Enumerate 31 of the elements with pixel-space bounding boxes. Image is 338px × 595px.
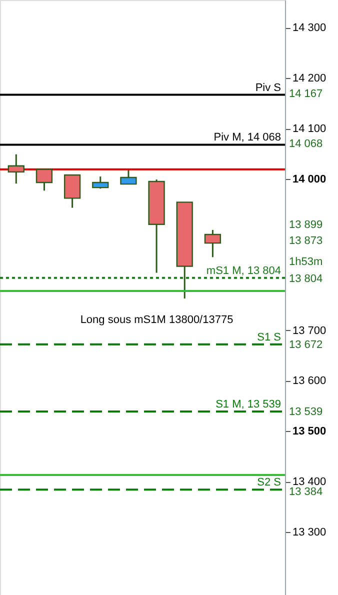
text: 1h53m <box>289 256 323 268</box>
text: 14 068 <box>289 138 323 150</box>
text: 13 804 <box>289 273 323 285</box>
y-tick-label: 13 400 <box>292 476 326 488</box>
ref-line-label: S2 S <box>257 476 281 489</box>
text: 13 384 <box>289 486 323 498</box>
y-tick-label: 13 300 <box>292 526 326 538</box>
ref-line-label: mS1 M, 13 804 <box>206 264 281 277</box>
y-tick-label: 14 000 <box>292 174 326 186</box>
text: 14 167 <box>289 88 323 100</box>
text: 13 672 <box>289 339 323 351</box>
y-tick-label: 13 600 <box>292 375 326 388</box>
ref-line-label: Piv S <box>255 82 281 94</box>
ref-line-label: S1 S <box>257 331 281 344</box>
candlestick <box>92 176 109 190</box>
y-tick-label: 13 500 <box>292 426 326 438</box>
ref-line-label: S1 M, 13 539 <box>216 398 281 410</box>
candlestick <box>204 229 222 258</box>
y-tick-label: 14 200 <box>292 72 326 85</box>
y-tick-label: 14 100 <box>292 123 326 136</box>
candlestick <box>120 169 137 185</box>
candlestick <box>8 154 24 184</box>
text: 13 539 <box>289 406 323 418</box>
candlestick <box>36 168 53 192</box>
text: 13 899 <box>289 219 323 231</box>
y-tick-label: 13 700 <box>292 324 326 337</box>
text: 13 873 <box>289 235 323 247</box>
y-tick-label: 14 300 <box>292 22 326 34</box>
annotation: Long sous mS1M 13800/13775 <box>80 314 234 326</box>
candlestick <box>64 174 81 208</box>
ref-line-label: Piv M, 14 068 <box>214 132 281 144</box>
